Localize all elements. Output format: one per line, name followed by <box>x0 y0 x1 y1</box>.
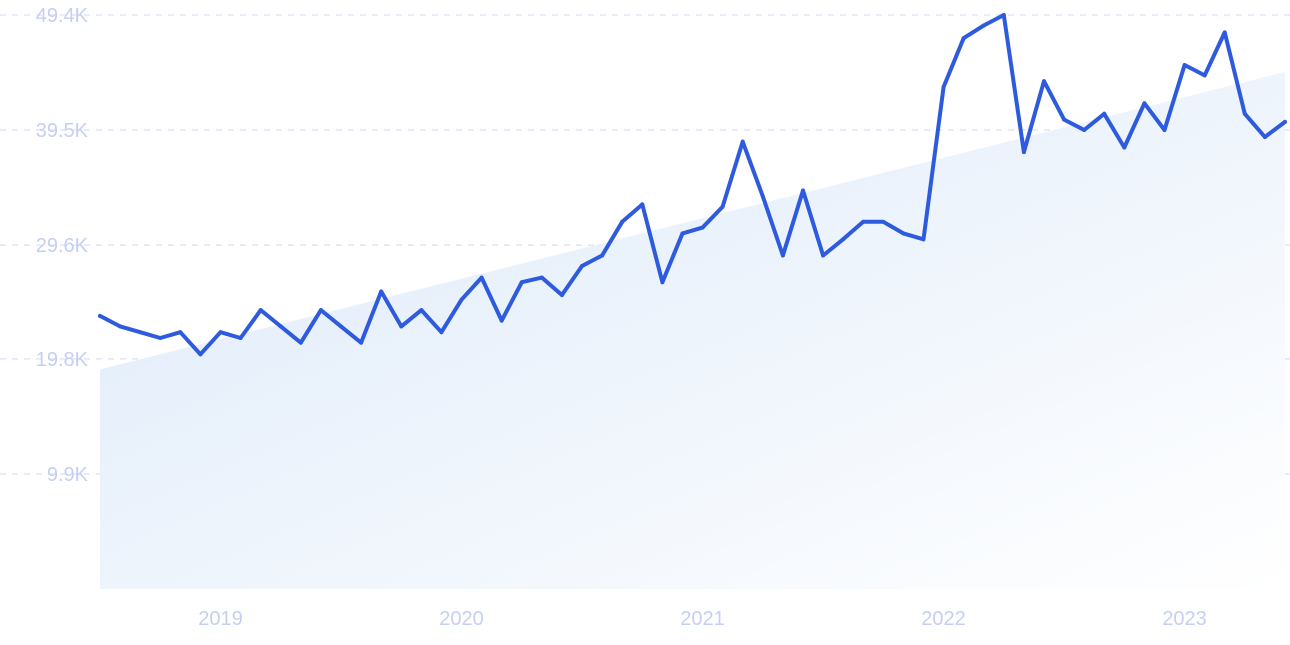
data-point <box>359 340 364 345</box>
data-point <box>740 139 745 144</box>
x-tick-label: 2022 <box>921 608 966 630</box>
x-tick-label: 2023 <box>1162 608 1207 630</box>
data-point <box>861 219 866 224</box>
x-axis-ticks: 2019 2020 2021 2022 2023 <box>198 608 1207 630</box>
data-point <box>841 237 846 242</box>
data-point <box>780 253 785 258</box>
data-point <box>720 204 725 209</box>
data-point <box>1021 150 1026 155</box>
data-point <box>1102 111 1107 116</box>
data-point <box>700 225 705 230</box>
data-point <box>760 194 765 199</box>
y-axis-ticks: 9.9K 19.8K 29.6K 39.5K 49.4K <box>36 5 89 486</box>
data-point <box>158 336 163 341</box>
data-point <box>600 253 605 258</box>
data-point <box>1182 62 1187 67</box>
data-point <box>539 275 544 280</box>
data-point <box>559 293 564 298</box>
y-tick-label: 9.9K <box>47 464 89 486</box>
data-point <box>1062 117 1067 122</box>
series-line-path <box>98 13 1287 357</box>
data-point <box>1162 128 1167 133</box>
data-point <box>419 308 424 313</box>
data-point <box>258 308 263 313</box>
data-point <box>339 324 344 329</box>
data-point <box>580 263 585 268</box>
data-point <box>981 23 986 28</box>
data-point <box>1202 73 1207 78</box>
data-point <box>660 280 665 285</box>
data-point <box>399 324 404 329</box>
data-point <box>1242 111 1247 116</box>
data-point <box>1283 119 1287 124</box>
data-point <box>921 237 926 242</box>
data-point <box>941 85 946 90</box>
data-point <box>1082 128 1087 133</box>
data-point <box>680 231 685 236</box>
data-point <box>278 324 283 329</box>
x-tick-label: 2020 <box>439 608 484 630</box>
data-point <box>620 219 625 224</box>
data-point <box>1222 30 1227 35</box>
y-tick-label: 19.8K <box>36 349 89 371</box>
x-tick-label: 2021 <box>680 608 725 630</box>
data-point <box>1262 135 1267 140</box>
y-tick-label: 49.4K <box>36 5 89 27</box>
series-line <box>98 13 1287 357</box>
data-point <box>800 188 805 193</box>
data-point <box>519 280 524 285</box>
y-tick-label: 39.5K <box>36 120 89 142</box>
data-point <box>901 231 906 236</box>
data-point <box>118 324 123 329</box>
y-tick-label: 29.6K <box>36 235 89 257</box>
data-point <box>98 313 102 318</box>
trend-area-fill <box>100 71 1285 589</box>
data-point <box>1122 145 1127 150</box>
data-point <box>1041 79 1046 84</box>
data-point <box>479 275 484 280</box>
data-point <box>459 297 464 302</box>
data-point <box>439 330 444 335</box>
data-point <box>138 330 143 335</box>
data-point <box>499 318 504 323</box>
data-point <box>640 202 645 207</box>
data-point <box>218 330 223 335</box>
trend-area <box>100 71 1285 589</box>
data-point <box>238 336 243 341</box>
data-point <box>318 308 323 313</box>
data-point <box>881 219 886 224</box>
data-point <box>198 352 203 357</box>
data-point <box>1001 13 1006 17</box>
data-point <box>298 340 303 345</box>
x-tick-label: 2019 <box>198 608 243 630</box>
data-point <box>961 36 966 41</box>
data-point <box>178 330 183 335</box>
data-point <box>379 289 384 294</box>
data-point <box>1142 101 1147 106</box>
data-point <box>821 253 826 258</box>
